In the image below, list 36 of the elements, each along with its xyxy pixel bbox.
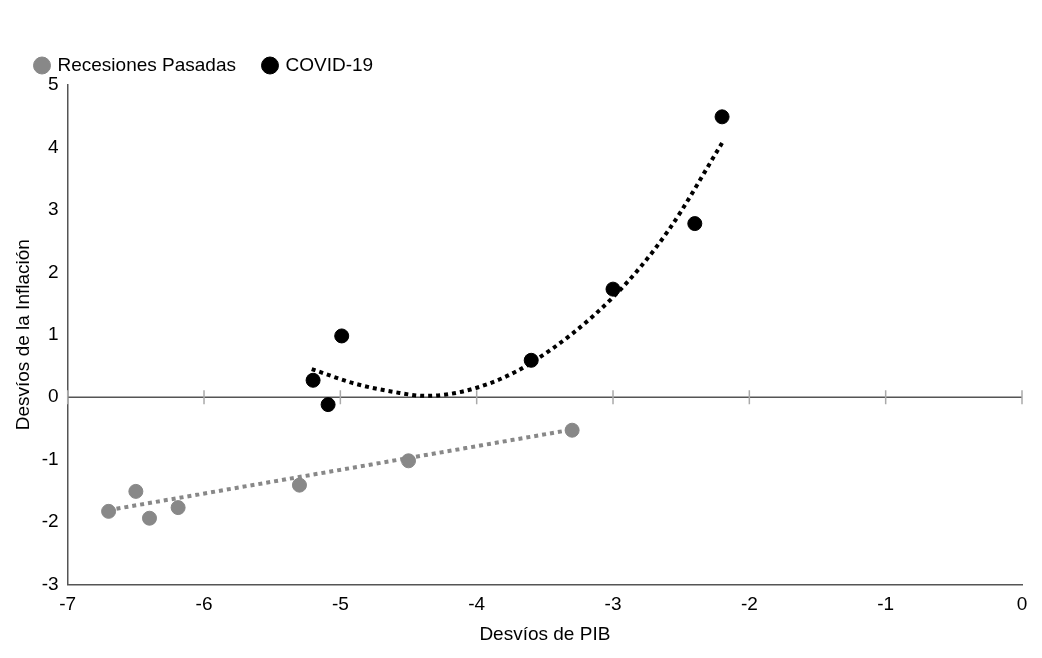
x-tick-label: 0	[1016, 593, 1028, 615]
point	[605, 281, 621, 297]
y-tick-label: 4	[48, 135, 60, 157]
legend-label: Recesiones Pasadas	[57, 53, 236, 75]
point	[170, 500, 186, 516]
x-tick-label: -2	[740, 593, 758, 615]
y-tick-label: -2	[41, 510, 59, 532]
point	[334, 328, 350, 344]
x-tick-label: -3	[604, 593, 622, 615]
point	[401, 453, 417, 469]
x-tick-label: -6	[195, 593, 213, 615]
point	[320, 397, 336, 413]
x-tick-label: -5	[331, 593, 349, 615]
y-tick-label: 5	[48, 73, 59, 95]
y-tick-label: 2	[48, 260, 59, 282]
x-tick-label: -4	[468, 593, 486, 615]
x-axis-title: Desvíos de PIB	[479, 622, 611, 644]
x-tick-label: -7	[59, 593, 77, 615]
point	[128, 483, 144, 499]
y-tick-label: -1	[41, 447, 59, 469]
y-tick-label: 3	[48, 198, 59, 220]
point	[101, 503, 117, 519]
y-tick-label: -3	[41, 572, 59, 594]
y-tick-label: 1	[48, 322, 59, 344]
y-tick-label: 0	[48, 385, 59, 407]
point	[523, 352, 539, 368]
point	[305, 372, 321, 388]
point	[291, 477, 307, 493]
legend-label: COVID-19	[285, 53, 374, 75]
point	[714, 109, 730, 125]
x-tick-label: -1	[877, 593, 895, 615]
line-series	[309, 141, 725, 398]
point	[564, 422, 580, 438]
y-axis-title: Desvíos de la Inflación	[11, 239, 33, 431]
point	[687, 216, 703, 232]
point	[141, 510, 157, 526]
